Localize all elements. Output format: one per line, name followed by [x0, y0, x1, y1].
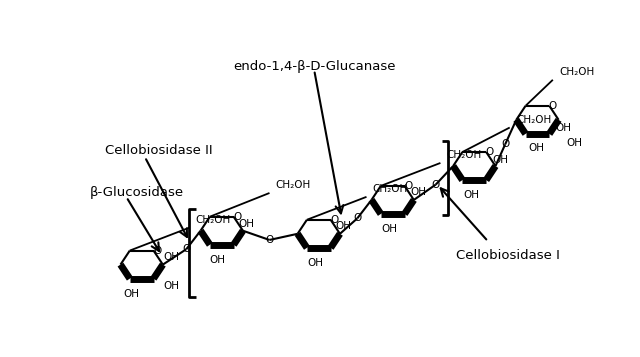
Text: Cellobiosidase II: Cellobiosidase II: [105, 144, 212, 157]
Text: OH: OH: [463, 190, 479, 200]
Text: O: O: [548, 101, 557, 111]
Text: CH₂OH: CH₂OH: [559, 67, 595, 77]
Text: OH: OH: [493, 155, 509, 165]
Text: O: O: [486, 147, 494, 157]
Text: Cellobiosidase I: Cellobiosidase I: [456, 249, 560, 262]
Text: O: O: [330, 215, 339, 225]
Text: β-Glucosidase: β-Glucosidase: [90, 186, 184, 200]
Text: OH: OH: [411, 187, 427, 197]
Text: OH: OH: [308, 258, 324, 268]
Text: O: O: [233, 212, 241, 222]
Text: CH₂OH: CH₂OH: [447, 150, 482, 160]
Text: OH: OH: [381, 224, 397, 234]
Text: O: O: [431, 180, 440, 190]
Text: OH: OH: [163, 252, 179, 262]
Text: endo-1,4-β-D-Glucanase: endo-1,4-β-D-Glucanase: [233, 60, 396, 73]
Text: OH: OH: [335, 221, 351, 231]
Text: O: O: [404, 181, 412, 191]
Text: OH: OH: [566, 138, 582, 148]
Text: O: O: [353, 213, 362, 223]
Text: OH: OH: [238, 219, 254, 229]
Text: O: O: [153, 246, 161, 256]
Text: O: O: [182, 244, 191, 254]
Text: OH: OH: [123, 289, 139, 299]
Text: OH: OH: [209, 255, 225, 265]
Text: CH₂OH: CH₂OH: [372, 184, 408, 194]
Text: O: O: [501, 140, 509, 150]
Text: OH: OH: [556, 122, 572, 132]
Text: OH: OH: [163, 281, 179, 291]
Text: CH₂OH: CH₂OH: [516, 115, 551, 125]
Text: OH: OH: [528, 142, 544, 152]
Text: CH₂OH: CH₂OH: [196, 215, 231, 225]
Text: O: O: [266, 235, 274, 245]
Text: CH₂OH: CH₂OH: [276, 180, 311, 190]
